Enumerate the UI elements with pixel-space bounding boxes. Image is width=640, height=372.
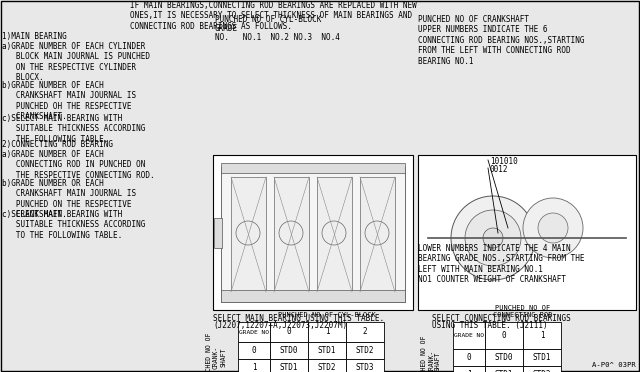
Text: 1: 1 (324, 327, 330, 337)
Circle shape (451, 196, 535, 280)
Text: STD0: STD0 (495, 353, 513, 362)
Bar (485, 366, 523, 372)
Text: GRADE NO: GRADE NO (239, 330, 269, 334)
Circle shape (279, 221, 303, 245)
Bar (418, 155, 636, 310)
Circle shape (483, 228, 503, 248)
Bar (270, 322, 308, 342)
Text: IF MAIN BEARINGS,CONNECTING ROD BEARINGS ARE REPLACED WITH NEW
ONES,IT IS NECESS: IF MAIN BEARINGS,CONNECTING ROD BEARINGS… (130, 1, 417, 31)
Bar (523, 366, 561, 372)
Bar (308, 359, 346, 372)
Circle shape (523, 198, 583, 258)
Bar (308, 322, 346, 342)
Bar (221, 167, 405, 302)
Text: SELECT MAIN BEARING USING THIS TABLE.: SELECT MAIN BEARING USING THIS TABLE. (213, 314, 384, 323)
Bar (308, 342, 346, 359)
Bar (238, 359, 270, 372)
Text: 1: 1 (467, 370, 471, 372)
Text: PUNCHED NO OF CRANKSHAFT
UPPER NUMBERS INDICATE THE 6
CONNECTING ROD BEARING NOS: PUNCHED NO OF CRANKSHAFT UPPER NUMBERS I… (418, 15, 584, 65)
Text: STD1: STD1 (317, 346, 336, 355)
Text: (J2207,12207+A,J22073,J2207M): (J2207,12207+A,J22073,J2207M) (213, 321, 347, 330)
Bar (453, 366, 485, 372)
Text: b)GRADE NUMBER OF EACH
   CRANKSHAFT MAIN JOURNAL IS
   PUNCHED OH THE RESPECTIV: b)GRADE NUMBER OF EACH CRANKSHAFT MAIN J… (2, 81, 136, 121)
Circle shape (365, 221, 389, 245)
Bar (238, 342, 270, 359)
Text: GRADE NO: GRADE NO (454, 333, 484, 338)
Text: A-P0^ 03PR: A-P0^ 03PR (592, 362, 636, 368)
Text: STD2: STD2 (532, 370, 551, 372)
Bar (231, 177, 266, 292)
Bar (485, 322, 523, 349)
Text: STD2: STD2 (317, 363, 336, 372)
Bar (270, 359, 308, 372)
Bar (523, 322, 561, 349)
Bar (346, 342, 384, 359)
Text: PUNCHED NO OF
CONNECTING ROD: PUNCHED NO OF CONNECTING ROD (493, 305, 553, 318)
Bar (346, 359, 384, 372)
Text: 1: 1 (540, 331, 544, 340)
Text: a)GRADE NUMBER OF EACH CYLINDER
   BLOCK MAIN JOURNAL IS PUNCHED
   ON THE RESPE: a)GRADE NUMBER OF EACH CYLINDER BLOCK MA… (2, 42, 150, 82)
Text: 0012: 0012 (490, 165, 509, 174)
Text: PUNCHED NO OF
CRANK-
SHAFT: PUNCHED NO OF CRANK- SHAFT (421, 336, 441, 372)
Text: PUNCHED NO OF CYL-BLOCK: PUNCHED NO OF CYL-BLOCK (215, 15, 321, 24)
Bar (485, 349, 523, 366)
Circle shape (236, 221, 260, 245)
Bar (270, 342, 308, 359)
Text: 1)MAIN BEARING: 1)MAIN BEARING (2, 32, 67, 41)
Text: c)SELECT MAIN BEARING WITH
   SUITABLE THICKNESS ACCORDING
   TO THE FOLLOWING T: c)SELECT MAIN BEARING WITH SUITABLE THIC… (2, 210, 145, 240)
Text: STD0: STD0 (280, 346, 298, 355)
Text: NO.   NO.1  NO.2 NO.3  NO.4: NO. NO.1 NO.2 NO.3 NO.4 (215, 33, 340, 42)
Bar (317, 177, 352, 292)
Text: 2: 2 (363, 327, 367, 337)
Circle shape (538, 213, 568, 243)
Text: LOWER NUMBERS INDICATE THE 4 MAIN
BEARING GRADE NOS.,STARTING FROM THE
LEFT WITH: LOWER NUMBERS INDICATE THE 4 MAIN BEARIN… (418, 244, 584, 284)
Bar (360, 177, 395, 292)
Text: 0: 0 (502, 331, 506, 340)
Bar (238, 322, 270, 342)
Bar (221, 163, 405, 173)
Text: USING THIS TABLE. (J2111): USING THIS TABLE. (J2111) (432, 321, 548, 330)
Bar (453, 322, 485, 349)
Text: PUNCHED NO OF
CRANK-
SHAFT: PUNCHED NO OF CRANK- SHAFT (206, 332, 226, 372)
Bar (274, 177, 309, 292)
Text: 0: 0 (287, 327, 291, 337)
Text: c)SELECT MAIN BEARING WITH
   SUITABLE THICKNESS ACCORDING
   THE FOLLOWING TABL: c)SELECT MAIN BEARING WITH SUITABLE THIC… (2, 114, 145, 144)
Text: STD1: STD1 (280, 363, 298, 372)
Text: STD1: STD1 (532, 353, 551, 362)
Text: 2)CONNECTING ROD BEARING: 2)CONNECTING ROD BEARING (2, 140, 113, 149)
Bar (453, 349, 485, 366)
Text: PUNCHED NO OF CYL-BLOCK: PUNCHED NO OF CYL-BLOCK (278, 312, 376, 318)
Text: STD2: STD2 (356, 346, 374, 355)
Text: 0: 0 (252, 346, 256, 355)
Circle shape (322, 221, 346, 245)
Text: STD1: STD1 (495, 370, 513, 372)
Text: GRADE: GRADE (215, 24, 238, 33)
Text: 101010: 101010 (490, 157, 518, 166)
Text: 1: 1 (252, 363, 256, 372)
Text: STD3: STD3 (356, 363, 374, 372)
Text: 0: 0 (467, 353, 471, 362)
Text: b)GRADE NUMBER OR EACH
   CRANKSHAFT MAIN JOURNAL IS
   PUNCHED ON THE RESPECTIV: b)GRADE NUMBER OR EACH CRANKSHAFT MAIN J… (2, 179, 136, 219)
Text: SELECT CONNECTING ROD BEARINGS: SELECT CONNECTING ROD BEARINGS (432, 314, 571, 323)
Circle shape (465, 210, 521, 266)
Bar (214, 218, 222, 248)
Bar (213, 155, 413, 310)
Bar (221, 290, 405, 302)
Text: a)GRADE NUMBER OF EACH
   CONNECTING ROD IN PUNCHED ON
   THE RESPECTIVE CONNECT: a)GRADE NUMBER OF EACH CONNECTING ROD IN… (2, 150, 155, 180)
Bar (346, 322, 384, 342)
Bar (523, 349, 561, 366)
